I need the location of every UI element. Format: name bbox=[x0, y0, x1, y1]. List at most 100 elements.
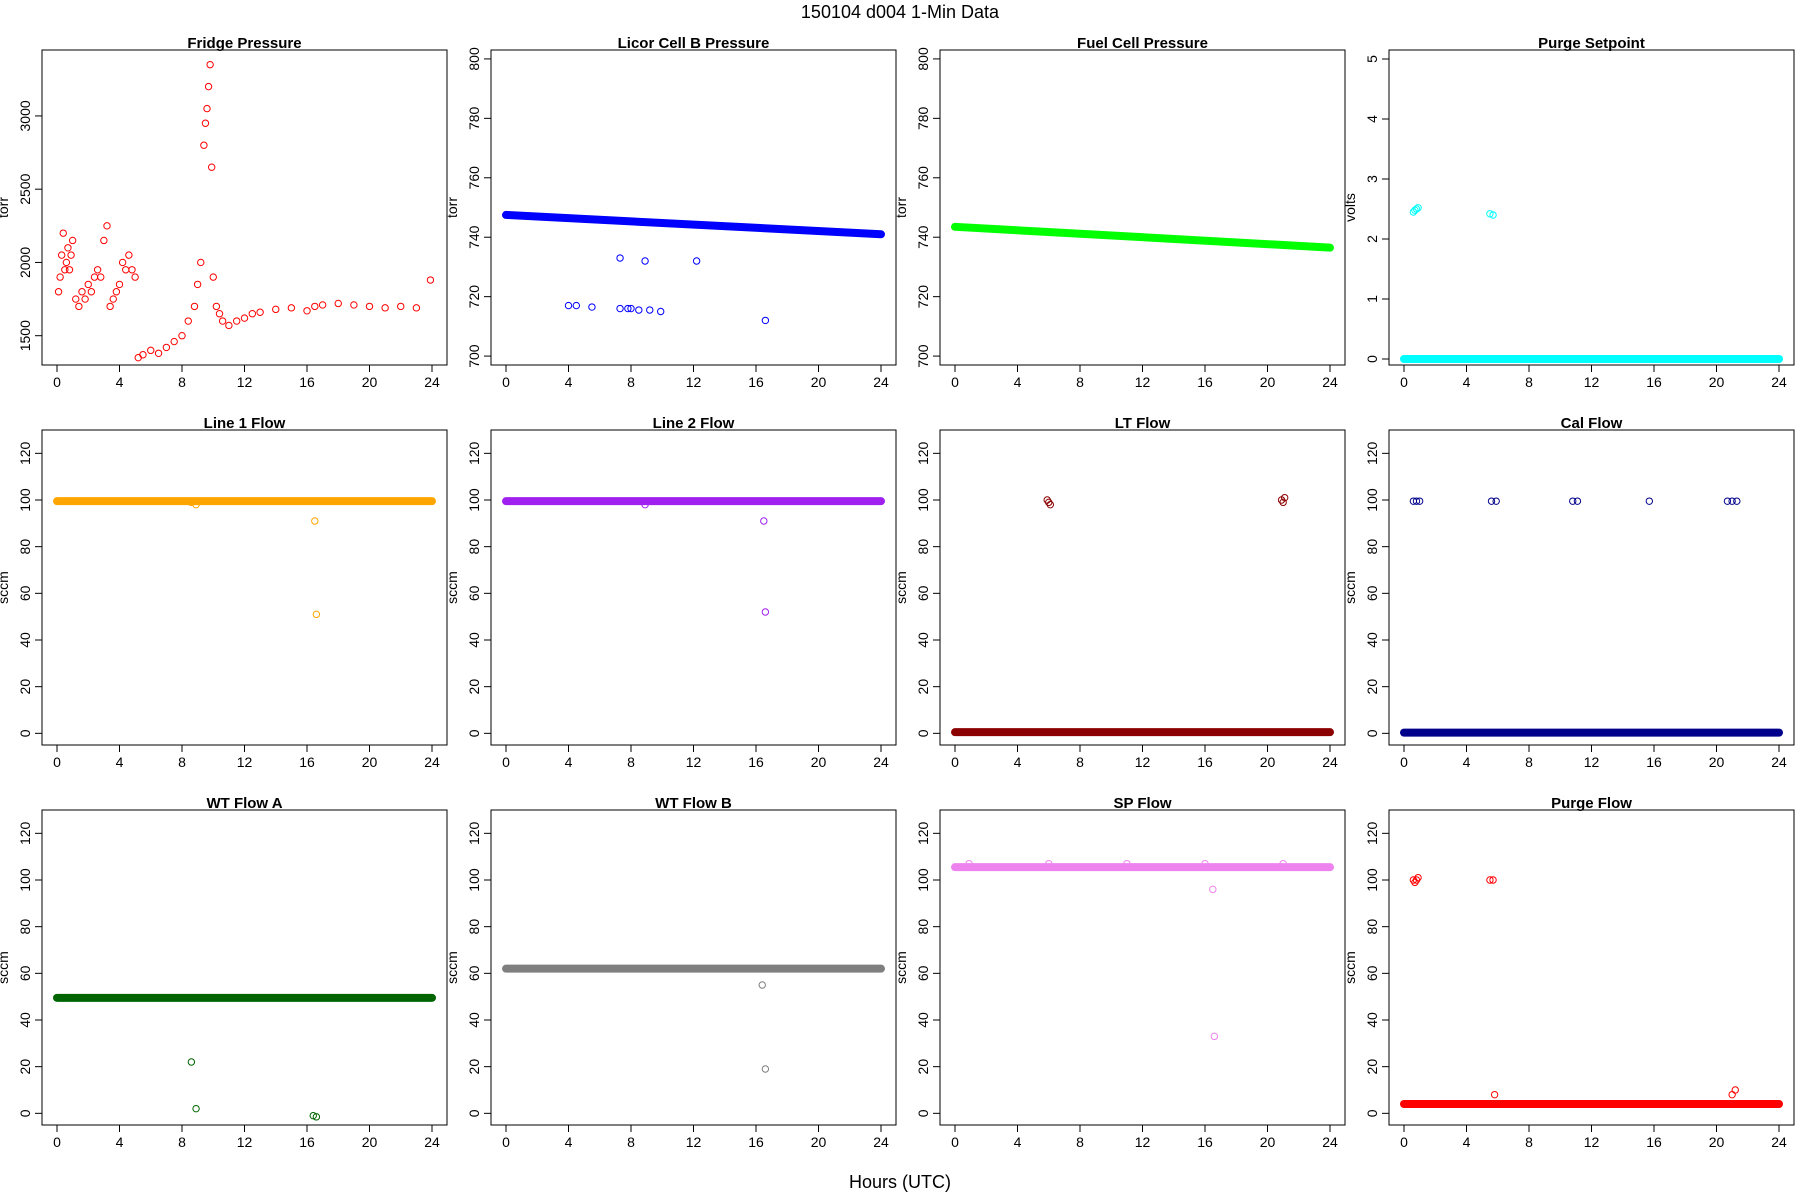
data-point bbox=[90, 273, 99, 281]
x-tick-label: 12 bbox=[1135, 1134, 1151, 1150]
y-axis-label: torr bbox=[0, 197, 11, 218]
data-point bbox=[616, 254, 624, 262]
y-tick-label: 740 bbox=[466, 225, 482, 249]
data-point bbox=[1415, 497, 1424, 505]
y-tick-label: 60 bbox=[915, 585, 931, 601]
y-axis-label: torr bbox=[444, 197, 460, 218]
y-tick-label: 3 bbox=[1364, 175, 1380, 183]
y-tick-label: 80 bbox=[915, 539, 931, 555]
y-tick-label: 5 bbox=[1364, 55, 1380, 63]
y-tick-label: 100 bbox=[915, 488, 931, 512]
x-tick-label: 0 bbox=[53, 374, 61, 390]
y-tick-label: 60 bbox=[17, 585, 33, 601]
data-point bbox=[125, 251, 133, 259]
chart-panel-9: WT Flow A 0 4 8 12 16 20 24 0 20 40 60 80 100 120 sccm bbox=[0, 795, 448, 1150]
data-point bbox=[81, 295, 89, 303]
y-tick-label: 60 bbox=[1364, 585, 1380, 601]
y-tick-label: 120 bbox=[466, 821, 482, 845]
y-tick-label: 80 bbox=[1364, 919, 1380, 935]
data-point bbox=[134, 353, 142, 362]
x-tick-label: 8 bbox=[1525, 374, 1533, 390]
data-point bbox=[312, 1113, 321, 1121]
data-point bbox=[112, 288, 121, 296]
data-point bbox=[1731, 1086, 1739, 1094]
data-point bbox=[197, 258, 205, 267]
data-point bbox=[572, 301, 581, 310]
data-point bbox=[761, 608, 770, 616]
x-tick-label: 4 bbox=[1014, 374, 1022, 390]
data-point bbox=[106, 302, 114, 311]
panel-title: SP Flow bbox=[1113, 795, 1171, 812]
y-tick-label: 0 bbox=[1364, 1109, 1380, 1117]
y-tick-label: 1500 bbox=[17, 320, 33, 351]
data-point bbox=[1279, 498, 1287, 507]
x-tick-label: 12 bbox=[237, 754, 253, 770]
y-tick-label: 20 bbox=[915, 679, 931, 695]
y-tick-label: 80 bbox=[915, 919, 931, 935]
x-tick-label: 8 bbox=[178, 754, 186, 770]
x-tick-label: 24 bbox=[424, 754, 440, 770]
plot-frame bbox=[41, 809, 448, 1126]
y-tick-label: 2 bbox=[1364, 235, 1380, 243]
data-point bbox=[204, 82, 213, 91]
y-axis-label: sccm bbox=[893, 571, 909, 604]
x-tick-label: 0 bbox=[502, 374, 510, 390]
x-tick-label: 4 bbox=[565, 374, 573, 390]
plot-frame bbox=[939, 809, 1346, 1126]
y-tick-label: 40 bbox=[466, 1012, 482, 1028]
y-tick-label: 100 bbox=[17, 868, 33, 892]
data-point bbox=[122, 266, 130, 274]
data-point bbox=[57, 251, 66, 259]
data-point bbox=[1728, 497, 1736, 505]
data-point bbox=[206, 60, 214, 69]
plot-frame bbox=[1388, 49, 1795, 366]
x-tick-label: 12 bbox=[237, 374, 253, 390]
data-point bbox=[627, 304, 635, 313]
x-tick-label: 0 bbox=[951, 1134, 959, 1150]
x-tick-label: 24 bbox=[873, 754, 889, 770]
data-point bbox=[1280, 493, 1289, 502]
y-axis-label: torr bbox=[893, 197, 909, 218]
y-tick-label: 700 bbox=[466, 344, 482, 368]
data-point bbox=[109, 295, 117, 303]
chart-panel-8: Cal Flow 0 4 8 12 16 20 24 0 20 40 60 80 100 120 sccm bbox=[1342, 415, 1795, 770]
x-tick-label: 4 bbox=[1014, 1134, 1022, 1150]
data-point bbox=[287, 304, 296, 312]
chart-panel-10: WT Flow B 0 4 8 12 16 20 24 0 20 40 60 80 100 120 sccm bbox=[444, 795, 897, 1150]
y-tick-label: 0 bbox=[915, 729, 931, 737]
x-tick-label: 8 bbox=[1076, 754, 1084, 770]
data-point bbox=[1490, 1090, 1499, 1099]
data-point bbox=[397, 302, 405, 311]
data-point bbox=[215, 310, 224, 318]
y-tick-label: 20 bbox=[17, 679, 33, 695]
plot-frame bbox=[939, 49, 1346, 366]
y-tick-label: 20 bbox=[1364, 679, 1380, 695]
panel-title: Fuel Cell Pressure bbox=[1077, 35, 1208, 52]
y-tick-label: 120 bbox=[1364, 441, 1380, 465]
x-tick-label: 12 bbox=[1584, 374, 1600, 390]
data-point bbox=[965, 859, 973, 868]
x-tick-label: 0 bbox=[53, 754, 61, 770]
data-point bbox=[311, 302, 319, 311]
data-point bbox=[1209, 885, 1217, 894]
panel-title: Licor Cell B Pressure bbox=[618, 35, 770, 52]
chart-panel-3: Fuel Cell Pressure 0 4 8 12 16 20 24 700 720 740 76… bbox=[893, 35, 1346, 390]
y-axis-label: volts bbox=[1342, 193, 1358, 222]
y-tick-label: 720 bbox=[466, 285, 482, 309]
data-point bbox=[1492, 497, 1500, 505]
chart-panel-1: Fridge Pressure 0 4 8 12 16 20 24 1500 2000 2500 30… bbox=[0, 35, 448, 390]
panel-title: Purge Flow bbox=[1551, 795, 1632, 812]
data-point bbox=[1412, 497, 1421, 505]
data-point bbox=[1046, 500, 1055, 509]
data-point bbox=[334, 299, 342, 308]
data-point bbox=[200, 141, 208, 149]
y-tick-label: 120 bbox=[915, 441, 931, 465]
data-point bbox=[54, 288, 63, 296]
data-point bbox=[760, 517, 768, 525]
data-point bbox=[232, 317, 241, 325]
chart-panel-12: Purge Flow 0 4 8 12 16 20 24 0 20 40 60 80 100 120 sccm bbox=[1342, 795, 1795, 1150]
data-point bbox=[203, 104, 211, 113]
data-point bbox=[193, 280, 202, 289]
chart-panel-6: Line 2 Flow 0 4 8 12 16 20 24 0 20 40 60 80 100 120 scc… bbox=[444, 415, 897, 770]
data-point bbox=[646, 306, 654, 314]
